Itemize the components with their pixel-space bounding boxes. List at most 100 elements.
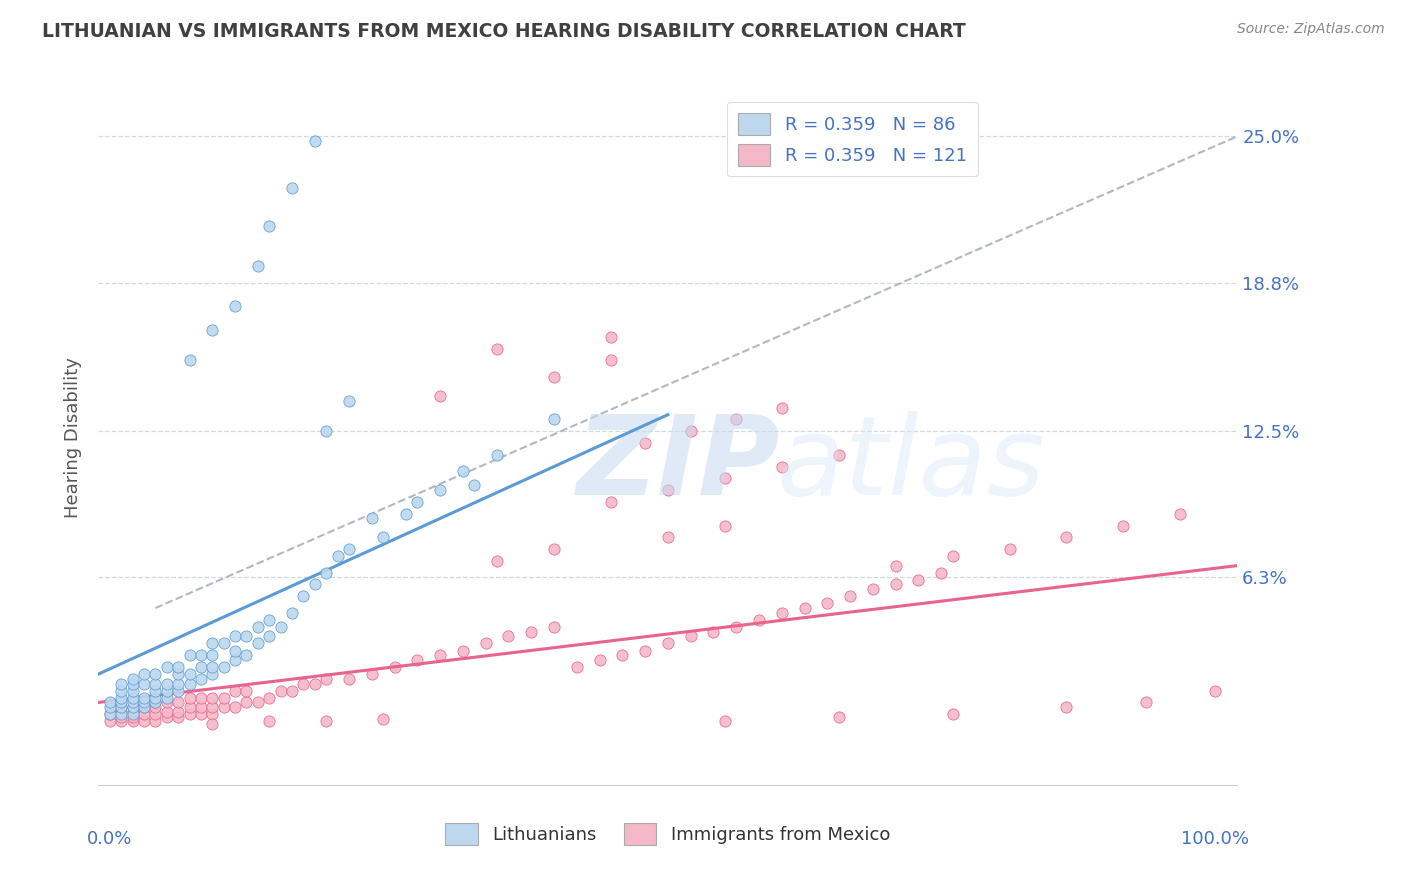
Point	[201, 690, 224, 705]
Point	[1204, 683, 1226, 698]
Point	[190, 707, 212, 722]
Point	[235, 695, 257, 709]
Point	[179, 707, 201, 722]
Point	[1112, 518, 1135, 533]
Point	[98, 707, 121, 722]
Point	[121, 707, 143, 722]
Point	[304, 134, 326, 148]
Point	[98, 707, 121, 722]
Point	[121, 690, 143, 705]
Point	[121, 695, 143, 709]
Point	[770, 459, 793, 474]
Point	[270, 683, 292, 698]
Point	[839, 589, 862, 603]
Point	[770, 401, 793, 415]
Point	[201, 716, 224, 731]
Point	[406, 495, 429, 509]
Point	[179, 648, 201, 663]
Point	[246, 695, 269, 709]
Text: Source: ZipAtlas.com: Source: ZipAtlas.com	[1237, 22, 1385, 37]
Point	[395, 507, 418, 521]
Point	[224, 629, 246, 643]
Point	[167, 705, 190, 719]
Point	[179, 353, 201, 368]
Point	[110, 690, 132, 705]
Point	[224, 299, 246, 313]
Point	[201, 667, 224, 681]
Point	[145, 683, 167, 698]
Point	[259, 219, 281, 233]
Point	[132, 695, 155, 709]
Point	[429, 483, 451, 497]
Point	[281, 683, 304, 698]
Point	[201, 707, 224, 722]
Point	[132, 700, 155, 714]
Point	[259, 613, 281, 627]
Point	[748, 613, 770, 627]
Point	[543, 412, 565, 426]
Point	[360, 667, 382, 681]
Point	[371, 530, 394, 544]
Point	[634, 643, 657, 657]
Point	[828, 448, 851, 462]
Point	[384, 660, 406, 674]
Point	[315, 714, 337, 729]
Point	[132, 690, 155, 705]
Point	[167, 667, 190, 681]
Point	[190, 660, 212, 674]
Point	[121, 709, 143, 723]
Point	[1054, 530, 1078, 544]
Point	[315, 566, 337, 580]
Point	[201, 323, 224, 337]
Text: ZIP: ZIP	[576, 411, 780, 518]
Point	[156, 695, 179, 709]
Point	[132, 667, 155, 681]
Point	[770, 606, 793, 620]
Point	[1054, 700, 1078, 714]
Point	[235, 629, 257, 643]
Point	[132, 676, 155, 690]
Point	[451, 643, 474, 657]
Point	[486, 342, 509, 356]
Point	[110, 705, 132, 719]
Point	[451, 464, 474, 478]
Point	[121, 700, 143, 714]
Point	[907, 573, 929, 587]
Point	[132, 714, 155, 729]
Point	[315, 424, 337, 438]
Point	[179, 690, 201, 705]
Point	[110, 700, 132, 714]
Point	[110, 683, 132, 698]
Point	[884, 558, 907, 573]
Point	[292, 676, 315, 690]
Y-axis label: Hearing Disability: Hearing Disability	[63, 357, 82, 517]
Point	[714, 518, 737, 533]
Point	[634, 436, 657, 450]
Point	[156, 660, 179, 674]
Point	[281, 181, 304, 195]
Point	[212, 700, 235, 714]
Point	[110, 700, 132, 714]
Point	[474, 636, 496, 650]
Point	[156, 709, 179, 723]
Point	[145, 695, 167, 709]
Point	[862, 582, 884, 597]
Point	[145, 667, 167, 681]
Point	[190, 672, 212, 686]
Point	[145, 676, 167, 690]
Point	[212, 660, 235, 674]
Text: atlas: atlas	[776, 411, 1045, 518]
Point	[998, 542, 1021, 557]
Point	[942, 707, 965, 722]
Point	[612, 648, 634, 663]
Point	[326, 549, 349, 564]
Point	[167, 676, 190, 690]
Point	[725, 620, 748, 634]
Point	[486, 448, 509, 462]
Point	[145, 714, 167, 729]
Point	[201, 636, 224, 650]
Text: 100.0%: 100.0%	[1181, 830, 1249, 848]
Point	[429, 389, 451, 403]
Point	[132, 707, 155, 722]
Point	[98, 695, 121, 709]
